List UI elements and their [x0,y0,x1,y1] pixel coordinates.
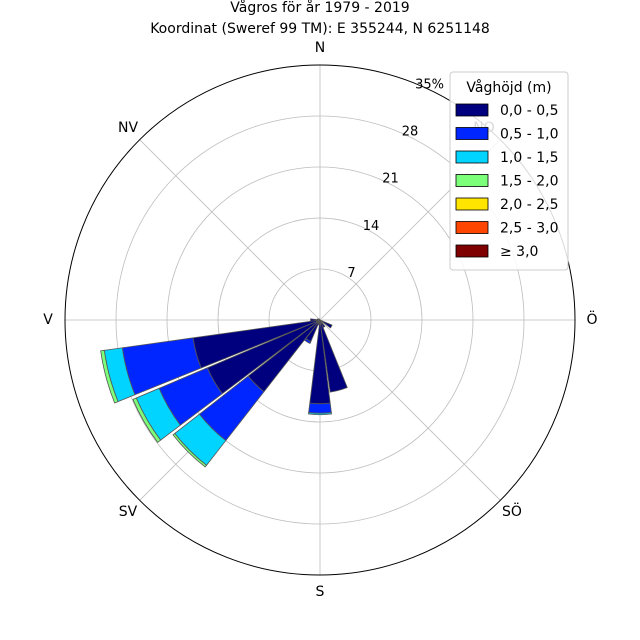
radial-tick-labels: 7 14 21 28 35% [347,77,444,280]
direction-label-n: N [315,40,325,56]
rose-bar-segment [308,402,332,414]
legend-entry-label: 1,0 - 1,5 [500,150,558,166]
chart-subtitle: Koordinat (Sweref 99 TM): E 355244, N 62… [150,21,490,37]
legend-entry-label: 1,5 - 2,0 [500,174,558,190]
grid-spoke [319,319,501,501]
legend-box [449,71,569,271]
outer-ring [64,64,576,576]
rose-bar-segment [319,319,348,393]
legend-title: Våghöjd (m) [466,79,551,96]
radial-tick-label: 7 [347,266,355,281]
direction-label-s: S [316,584,325,600]
legend-swatch [455,244,489,258]
radial-tick-label: 28 [402,125,419,140]
rose-bar-segment [100,349,119,404]
direction-label-sv: SV [119,504,138,520]
rose-bar-segment [319,319,326,328]
rose-bar-segment [310,318,321,322]
legend-entry-label: ≥ 3,0 [500,244,538,260]
polar-grid [65,65,575,575]
direction-label-nv: NV [118,120,138,136]
rose-bar-segment [172,432,208,468]
legend-swatch [455,127,489,140]
direction-label-v: V [43,312,53,328]
rose-bar-segment [304,338,312,344]
legend-swatch [455,174,489,187]
radial-tick-label: 14 [363,219,380,234]
legend-entry-label: 2,5 - 3,0 [500,221,558,237]
rose-bar-segment [308,412,332,416]
rose-bar-segment [318,318,321,321]
rose-bar-segment [319,319,333,329]
legend-swatch [455,197,489,211]
legend-swatch [455,150,489,164]
legend-entry-label: 0,5 - 1,0 [500,127,558,143]
legend: Våghöjd (m) 0,0 - 0,5 0,5 - 1,0 1,0 - 1,5 1… [449,71,569,271]
rose-bars [100,318,348,468]
chart-title: Vågros för år 1979 - 2019 [230,0,409,16]
legend-swatch [455,103,489,117]
rose-bar-segment [132,397,162,443]
direction-label-o: Ö [586,310,597,328]
direction-label-so: SÖ [502,502,522,520]
legend-swatch [455,221,489,234]
legend-entry-label: 0,0 - 0,5 [500,103,558,119]
legend-entry-label: 2,0 - 2,5 [500,197,558,213]
radial-tick-label: 35% [415,77,444,92]
grid-spoke [139,139,321,321]
radial-tick-label: 21 [382,172,399,187]
